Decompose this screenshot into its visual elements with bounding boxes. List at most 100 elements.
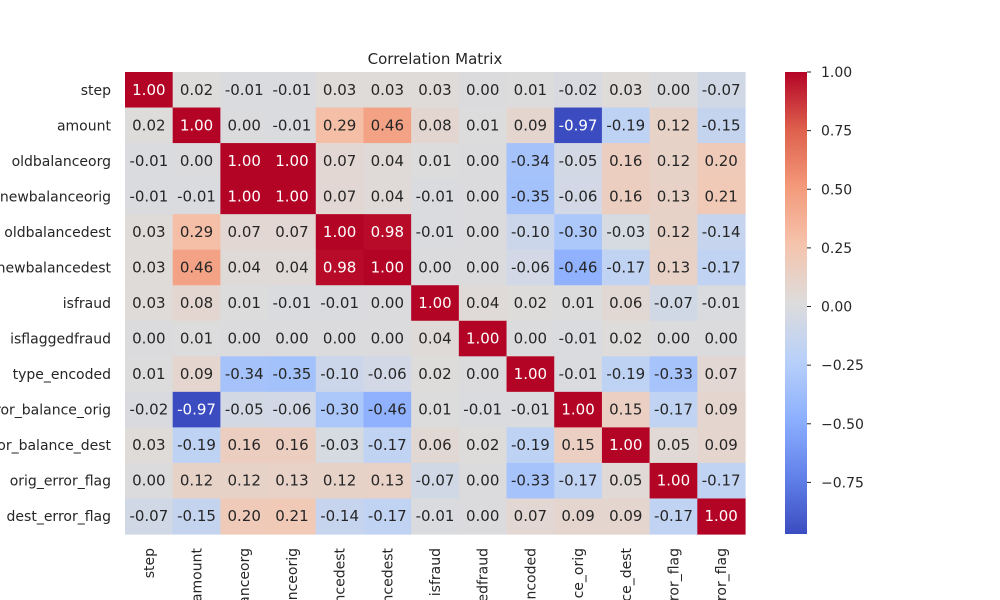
heatmap-cell [315,285,365,322]
heatmap-cell [554,391,603,428]
heatmap-cell [125,72,174,109]
colorbar-gradient [785,72,807,534]
heatmap-cell [363,214,412,251]
cell-value-label: -0.17 [654,507,693,525]
heatmap-cell [506,107,555,144]
cell-value-label: 0.00 [466,507,499,525]
heatmap-cell [363,462,412,500]
cell-value-label: 0.05 [609,472,642,490]
heatmap-cell [363,356,412,393]
heatmap-cell [554,249,603,286]
heatmap-cell [601,391,651,428]
heatmap-cell [649,285,698,322]
heatmap-cell [458,427,508,464]
heatmap-cell [649,356,698,393]
cell-value-label: 0.00 [323,330,356,348]
heatmap-cell [506,391,555,428]
column-label: isfraud [428,548,444,596]
cell-value-label: -0.14 [320,507,359,525]
heatmap-cell [649,498,698,535]
heatmap-cell [363,72,412,109]
heatmap-cell [363,143,412,180]
heatmap-cells [125,72,746,535]
cell-value-label: 0.00 [466,152,499,170]
cell-value-label: 0.20 [704,152,737,170]
cell-value-label: -0.01 [511,401,550,419]
cell-value-label: 0.00 [514,330,547,348]
row-label: amount [57,118,112,134]
heatmap-cell [172,178,221,215]
heatmap-cell [315,356,365,393]
cell-value-label: 0.04 [418,330,451,348]
heatmap-cell [411,178,460,215]
heatmap-cell [554,285,603,322]
cell-value-label: -0.10 [320,365,359,383]
cell-value-label: -0.05 [225,401,264,419]
heatmap-cell [411,391,460,428]
heatmap-cell [697,356,746,393]
row-label: oldbalanceorg [12,154,111,170]
cell-value-label: 0.07 [323,187,356,205]
heatmap-cell [458,214,508,251]
cell-value-label: 0.02 [180,81,213,99]
column-label: lanceorg [237,548,253,600]
heatmap-cell [125,178,174,215]
heatmap-cell [363,391,412,428]
cell-value-label: 0.12 [657,223,690,241]
heatmap-cell [458,320,508,357]
colorbar: 1.00 0.75 0.50 0.25 0.00 −0.25 −0.50 −0.75 [785,65,864,534]
cell-value-label: 0.01 [514,81,547,99]
column-label: ce_orig [571,548,587,598]
column-label: ce_dest [619,547,635,600]
column-label: ncedest [380,547,396,600]
heatmap-cell [506,72,555,109]
cell-value-label: 1.00 [514,365,547,383]
heatmap-cell [220,462,269,500]
row-label: dest_error_flag [7,509,111,525]
heatmap-cell [268,72,317,109]
cell-value-label: 0.03 [371,81,404,99]
heatmap-cell [363,427,412,464]
cell-value-label: -0.19 [606,365,645,383]
heatmap-cell [172,320,221,357]
colorbar-tick-label: −0.75 [821,475,864,491]
heatmap-cell [697,285,746,322]
cell-value-label: -0.07 [129,507,168,525]
heatmap-cell [697,214,746,251]
heatmap-cell [220,391,269,428]
heatmap-cell [268,143,317,180]
heatmap-cell [172,143,221,180]
cell-value-label: 0.04 [228,258,261,276]
colorbar-tick-label: −0.25 [821,358,864,374]
cell-value-label: -0.01 [416,223,455,241]
heatmap-cell [268,320,317,357]
heatmap-cell [315,391,365,428]
cell-value-label: -0.33 [654,365,693,383]
colorbar-tick-label: 0.75 [821,124,852,140]
cell-value-label: -0.46 [368,401,407,419]
column-label: edfraud [476,548,492,600]
cell-value-label: 0.21 [275,507,308,525]
heatmap-cell [315,462,365,500]
heatmap-cell [411,72,460,109]
heatmap-cell [601,285,651,322]
cell-value-label: 0.00 [466,187,499,205]
cell-value-label: 0.00 [466,472,499,490]
heatmap-cell [554,72,603,109]
heatmap-cell [554,498,603,535]
heatmap-cell [125,107,174,144]
heatmap-cell [220,107,269,144]
row-labels: step amount oldbalanceorg newbalanceorig old… [0,83,112,525]
heatmap-cell [220,498,269,535]
heatmap-cell [363,320,412,357]
heatmap-cell [172,498,221,535]
cell-value-label: 1.00 [275,187,308,205]
heatmap-cell [506,427,555,464]
heatmap-cell [601,143,651,180]
cell-value-label: 0.09 [561,507,594,525]
heatmap-cell [554,214,603,251]
row-label: orig_error_flag [10,474,111,490]
cell-value-label: 0.04 [275,258,308,276]
heatmap-cell [506,143,555,180]
